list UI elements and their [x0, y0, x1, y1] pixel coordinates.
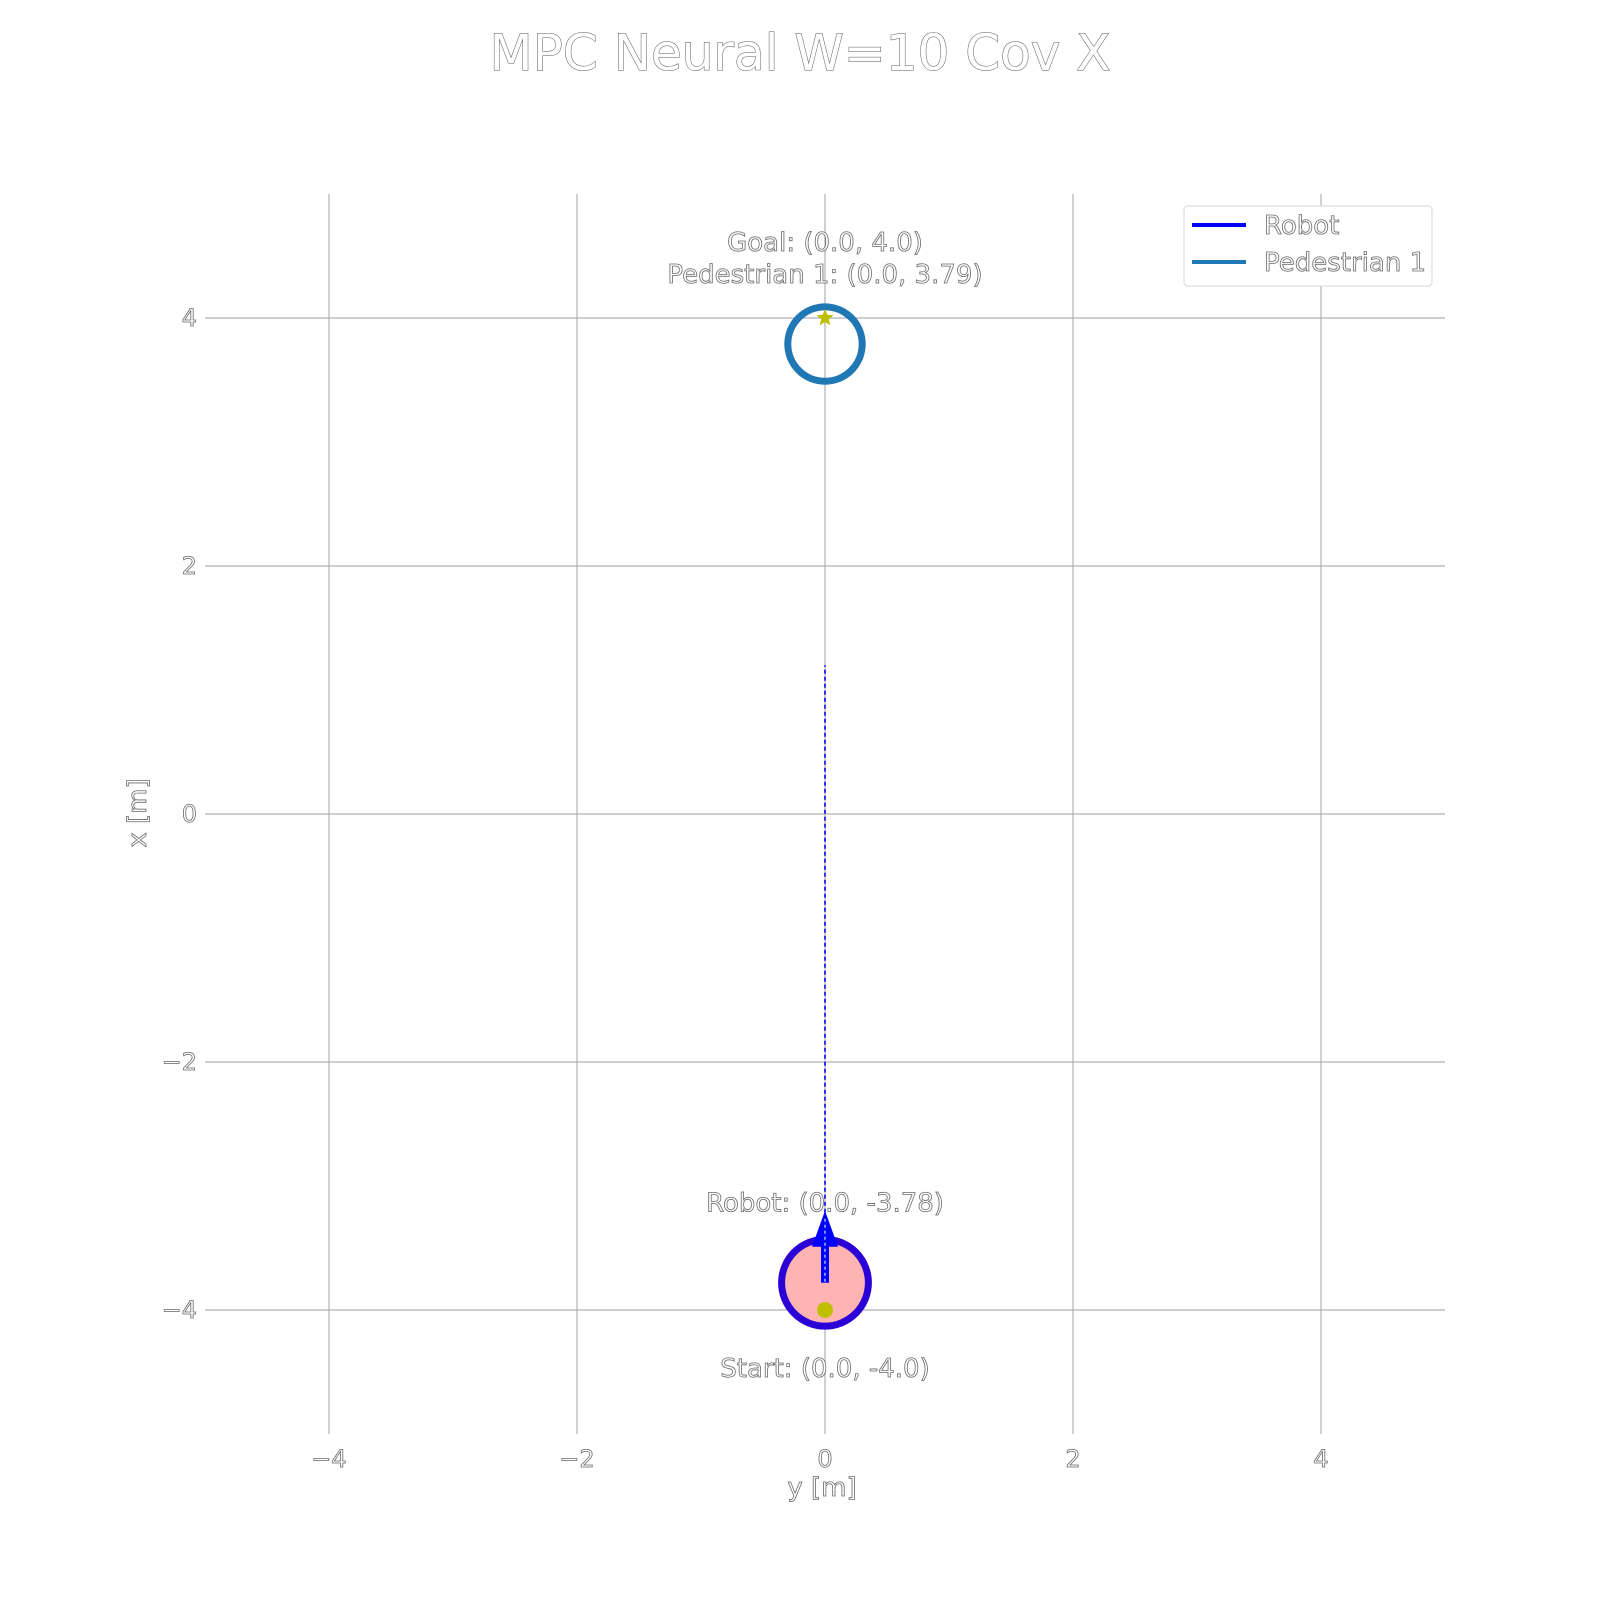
chart-title: MPC Neural W=10 Cov X: [489, 24, 1110, 82]
robot-label: Robot: (0.0, -3.78): [706, 1189, 944, 1219]
x-ticks: −4 −2 0 2 4: [311, 1445, 1329, 1474]
goal-label: Goal: (0.0, 4.0): [727, 228, 923, 258]
legend: Robot Pedestrian 1: [1183, 205, 1433, 287]
x-tick-label: −2: [559, 1445, 594, 1473]
x-axis-label: y [m]: [787, 1473, 856, 1503]
start-marker: [817, 1302, 833, 1318]
x-tick-label: 2: [1065, 1445, 1080, 1473]
y-axis-label: x [m]: [123, 778, 153, 847]
legend-label-pedestrian: Pedestrian 1: [1264, 248, 1426, 278]
x-tick-label: 4: [1313, 1445, 1328, 1473]
pedestrian-circle: [784, 303, 866, 385]
y-tick-label: 2: [182, 552, 197, 580]
marks: Goal: (0.0, 4.0)Pedestrian 1: (0.0, 3.79…: [667, 228, 983, 1385]
goal-star: [816, 309, 834, 326]
y-tick-label: −2: [162, 1048, 197, 1076]
x-tick-label: −4: [311, 1445, 346, 1473]
robot-heading-arrowhead: [812, 1210, 838, 1247]
y-tick-label: −4: [162, 1296, 197, 1324]
pedestrian-label: Pedestrian 1: (0.0, 3.79): [667, 260, 982, 290]
legend-label-robot: Robot: [1264, 211, 1339, 241]
start-label: Start: (0.0, -4.0): [720, 1354, 929, 1384]
y-ticks: −4 −2 0 2 4: [161, 304, 197, 1325]
x-tick-label: 0: [817, 1445, 832, 1473]
y-tick-label: 4: [182, 304, 197, 332]
y-tick-label: 0: [182, 800, 197, 828]
